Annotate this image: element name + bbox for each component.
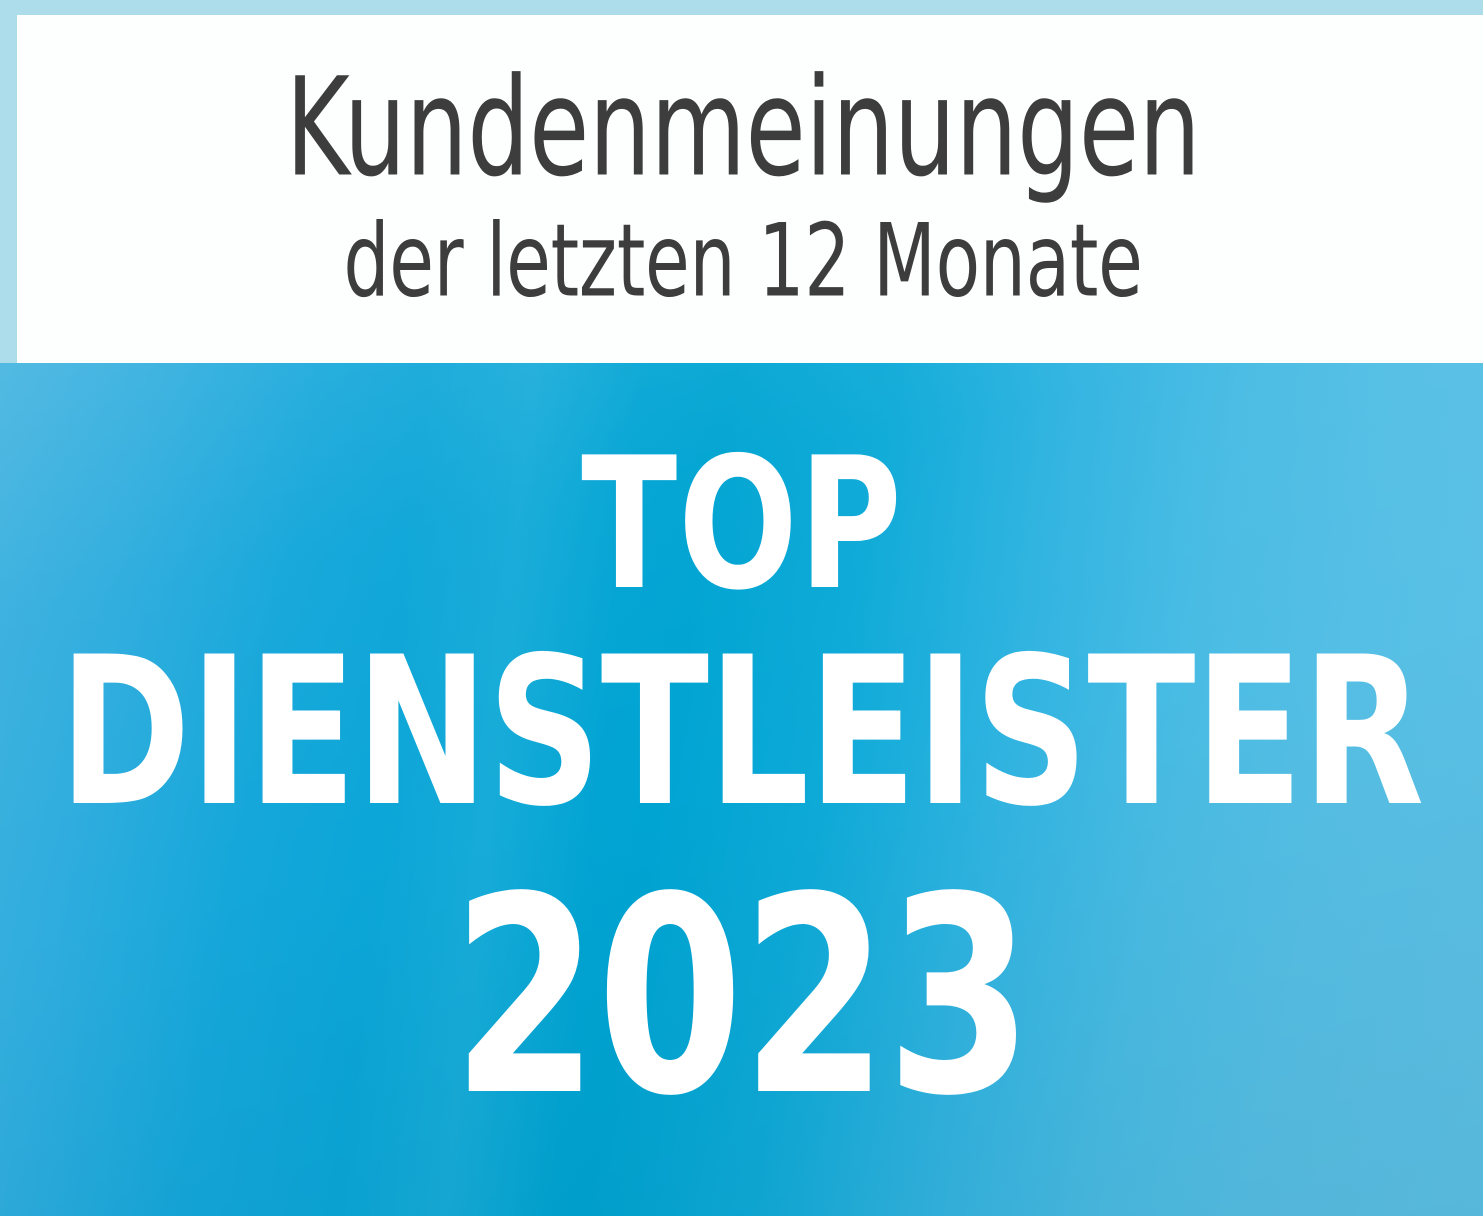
award-background-shading: [0, 363, 1483, 1216]
award-category-label: DIENSTLEISTER: [59, 614, 1424, 852]
header-text-block: Kundenmeinungen der letzten 12 Monate: [17, 60, 1483, 317]
header-panel: Kundenmeinungen der letzten 12 Monate: [17, 15, 1483, 363]
award-panel: TOP DIENSTLEISTER 2023: [0, 363, 1483, 1216]
award-background-gradient: [0, 363, 1483, 1216]
award-rank-label: TOP: [580, 418, 903, 630]
award-year: 2023: [452, 840, 1033, 1156]
award-text-block: TOP DIENSTLEISTER 2023: [0, 363, 1483, 1216]
page-title: Kundenmeinungen: [285, 49, 1201, 208]
page-subtitle: der letzten 12 Monate: [343, 201, 1143, 320]
award-background-highlight: [0, 363, 1483, 1216]
